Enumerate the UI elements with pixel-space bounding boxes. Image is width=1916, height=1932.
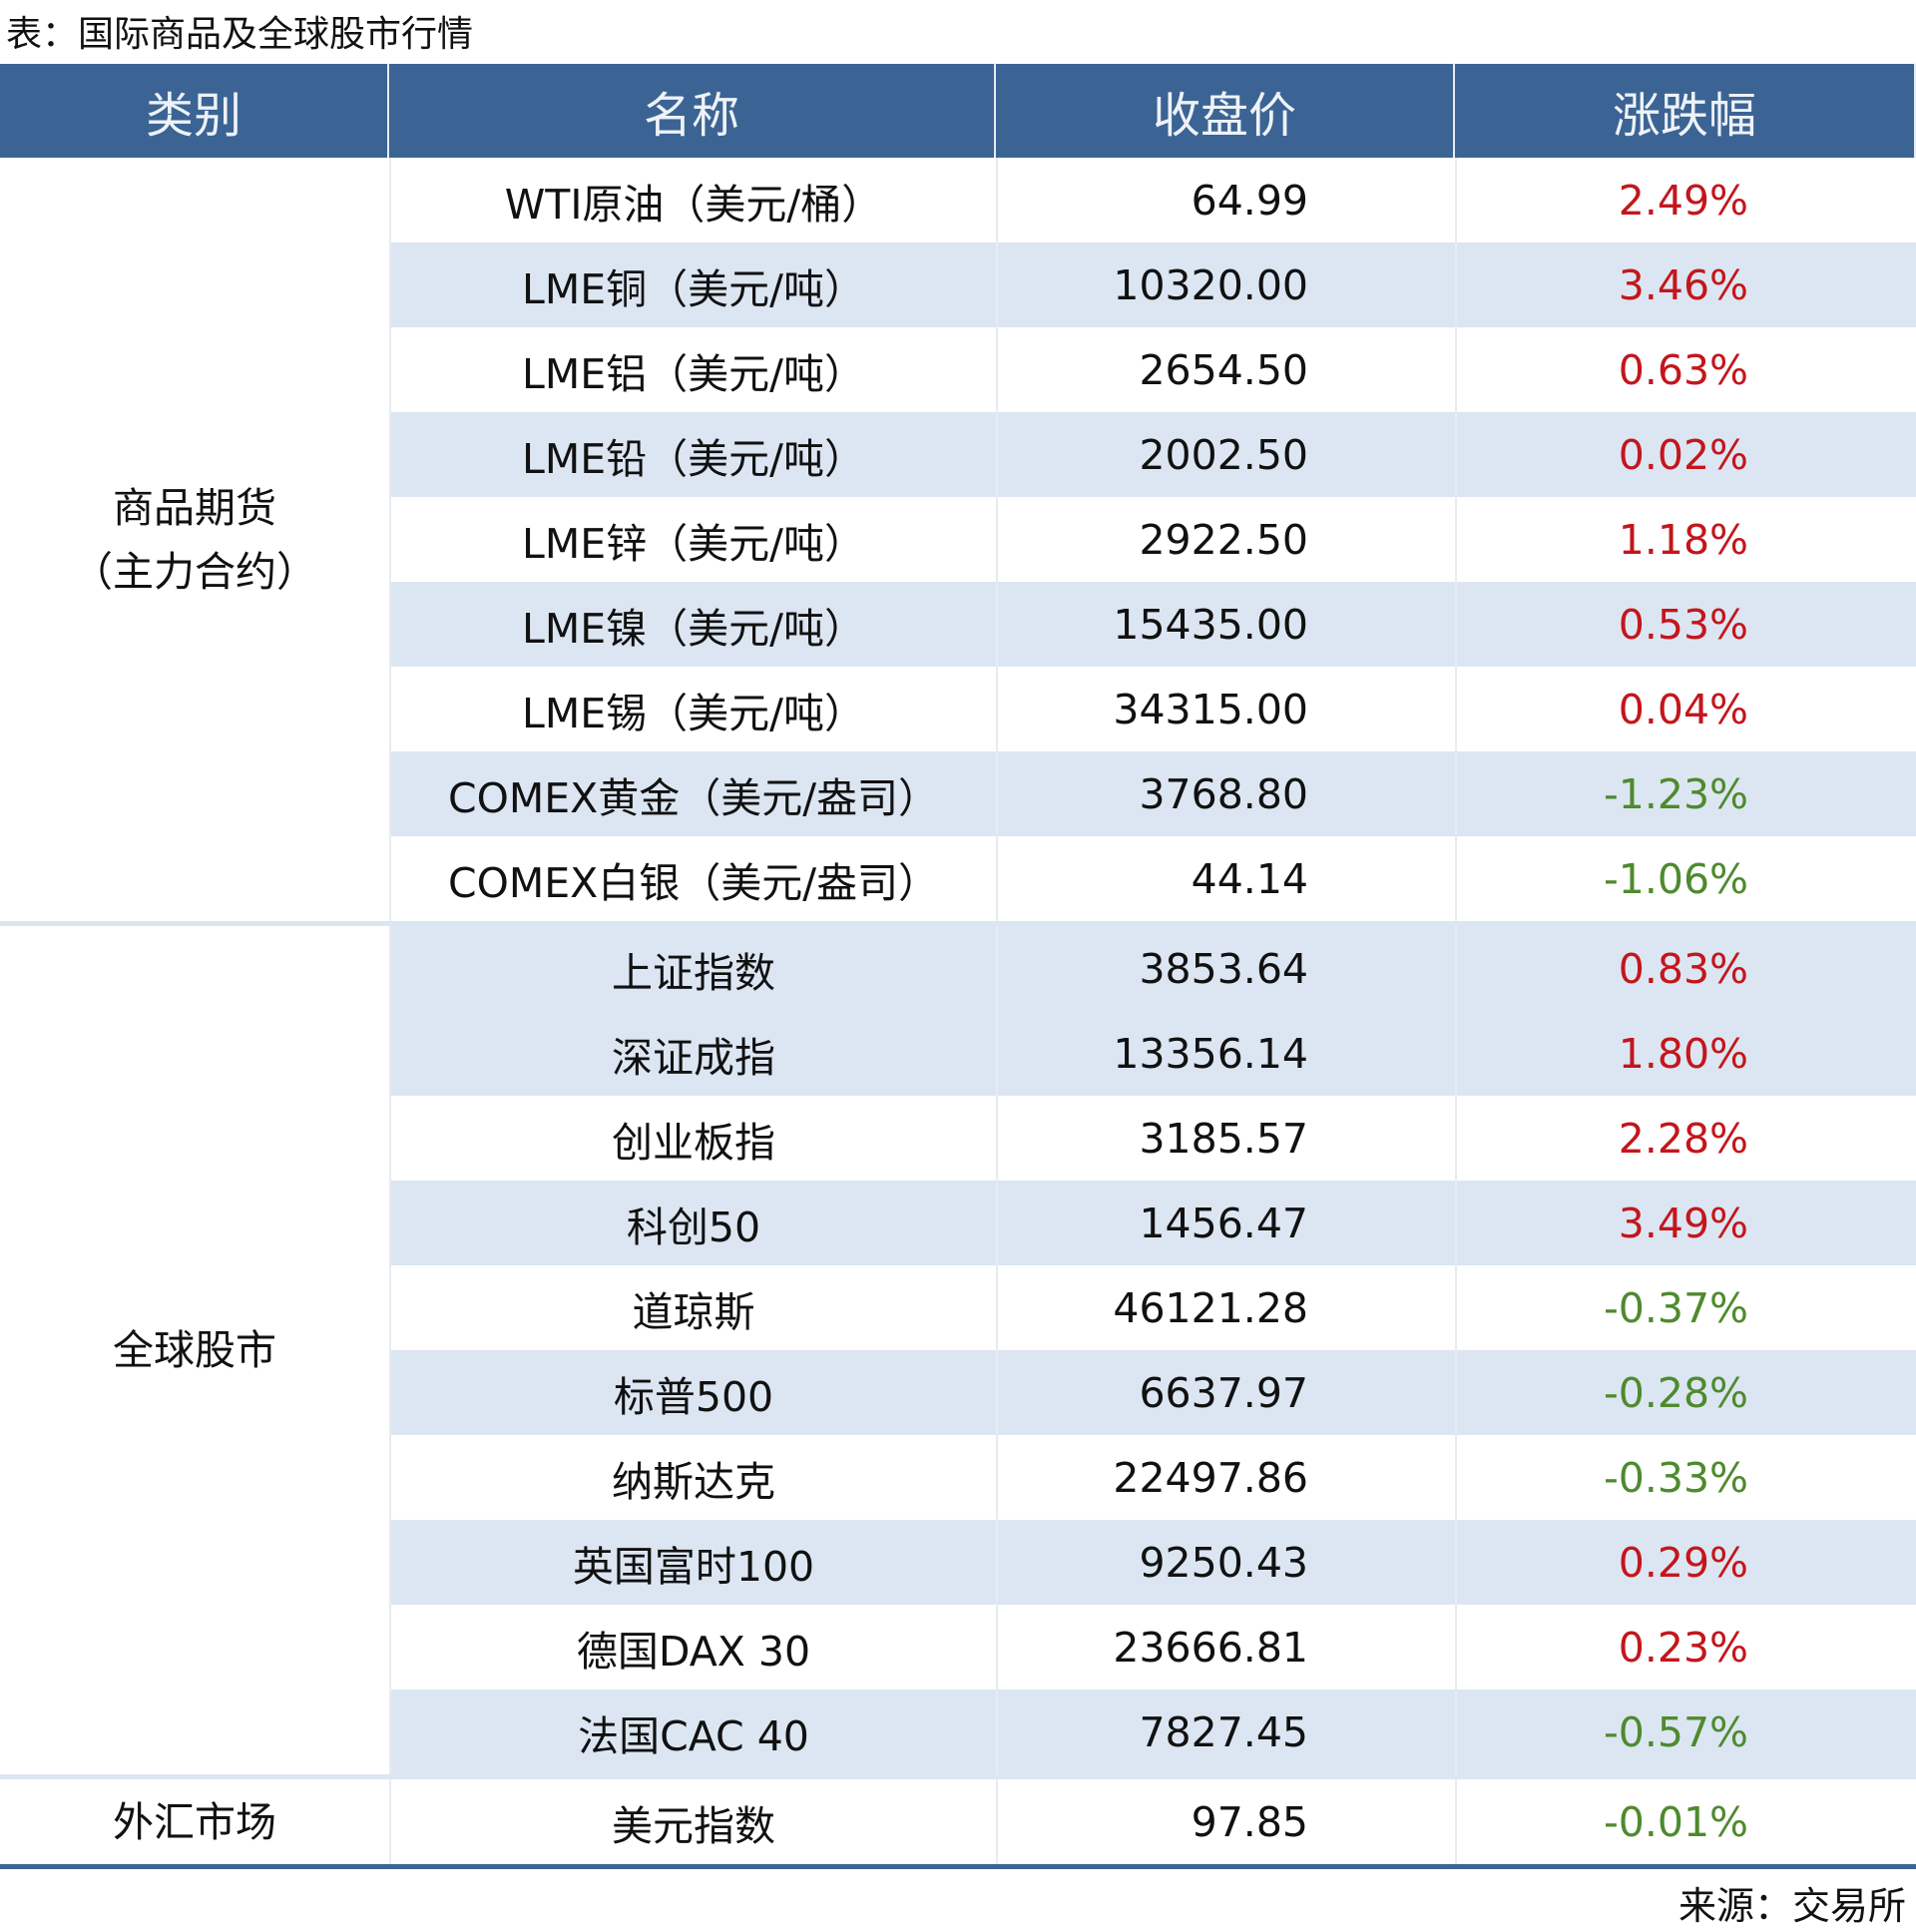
change-cell: -0.01%: [1455, 1779, 1916, 1864]
change-cell: 1.80%: [1455, 1011, 1916, 1096]
table-title: 表：国际商品及全球股市行情: [6, 14, 474, 55]
name-cell: 英国富时100: [389, 1520, 996, 1605]
row-bg: [389, 1435, 1916, 1520]
price-cell: 3768.80: [996, 751, 1455, 836]
change-cell: 1.18%: [1455, 497, 1916, 582]
category-line: 全球股市: [113, 1326, 276, 1374]
change-cell: 0.04%: [1455, 667, 1916, 751]
row-bg: [389, 667, 1916, 751]
price-cell: 2002.50: [996, 412, 1455, 497]
header-cell: 名称: [389, 64, 996, 158]
change-cell: -0.33%: [1455, 1435, 1916, 1520]
row-bg: [389, 412, 1916, 497]
change-cell: -0.37%: [1455, 1265, 1916, 1350]
row-bg: [389, 1181, 1916, 1265]
change-cell: 3.49%: [1455, 1181, 1916, 1265]
price-cell: 23666.81: [996, 1605, 1455, 1690]
name-cell: 美元指数: [389, 1779, 996, 1864]
price-cell: 97.85: [996, 1779, 1455, 1864]
row-bg: [389, 1011, 1916, 1096]
price-cell: 6637.97: [996, 1350, 1455, 1435]
change-cell: 0.63%: [1455, 327, 1916, 412]
name-cell: LME镍（美元/吨）: [389, 582, 996, 667]
price-cell: 1456.47: [996, 1181, 1455, 1265]
name-cell: 标普500: [389, 1350, 996, 1435]
row-bg: [389, 1520, 1916, 1605]
category-line: （主力合约）: [72, 547, 317, 596]
change-cell: 0.29%: [1455, 1520, 1916, 1605]
price-cell: 7827.45: [996, 1690, 1455, 1774]
row-bg: [389, 242, 1916, 327]
price-cell: 22497.86: [996, 1435, 1455, 1520]
name-cell: 创业板指: [389, 1096, 996, 1181]
row-bg: [389, 836, 1916, 921]
row-bg: [389, 1690, 1916, 1774]
name-cell: 德国DAX 30: [389, 1605, 996, 1690]
name-cell: LME铅（美元/吨）: [389, 412, 996, 497]
group-separator: [0, 921, 1916, 926]
row-bg: [389, 1605, 1916, 1690]
row-bg: [389, 158, 1916, 242]
price-cell: 44.14: [996, 836, 1455, 921]
price-cell: 3853.64: [996, 926, 1455, 1011]
category-cell: 外汇市场: [0, 1779, 389, 1864]
name-cell: 科创50: [389, 1181, 996, 1265]
change-cell: 0.23%: [1455, 1605, 1916, 1690]
group-separator: [0, 1774, 1916, 1779]
change-cell: 0.02%: [1455, 412, 1916, 497]
price-cell: 2922.50: [996, 497, 1455, 582]
row-bg: [389, 926, 1916, 1011]
name-cell: WTI原油（美元/桶）: [389, 158, 996, 242]
name-cell: 道琼斯: [389, 1265, 996, 1350]
price-cell: 10320.00: [996, 242, 1455, 327]
change-cell: 2.49%: [1455, 158, 1916, 242]
row-bg: [389, 1350, 1916, 1435]
row-bg: [389, 497, 1916, 582]
row-bg: [389, 327, 1916, 412]
name-cell: LME锡（美元/吨）: [389, 667, 996, 751]
price-cell: 2654.50: [996, 327, 1455, 412]
price-cell: 15435.00: [996, 582, 1455, 667]
row-bg: [389, 582, 1916, 667]
header-cell: 类别: [0, 64, 389, 158]
change-cell: -1.23%: [1455, 751, 1916, 836]
name-cell: LME铜（美元/吨）: [389, 242, 996, 327]
name-cell: 深证成指: [389, 1011, 996, 1096]
price-cell: 46121.28: [996, 1265, 1455, 1350]
change-cell: -0.28%: [1455, 1350, 1916, 1435]
name-cell: LME铝（美元/吨）: [389, 327, 996, 412]
name-cell: COMEX黄金（美元/盎司）: [389, 751, 996, 836]
header-cell: 收盘价: [996, 64, 1455, 158]
row-bg: [389, 751, 1916, 836]
source-note: 来源：交易所: [1677, 1883, 1906, 1928]
name-cell: 纳斯达克: [389, 1435, 996, 1520]
price-cell: 13356.14: [996, 1011, 1455, 1096]
row-bg: [389, 1096, 1916, 1181]
change-cell: 2.28%: [1455, 1096, 1916, 1181]
row-bg: [389, 1265, 1916, 1350]
change-cell: 0.83%: [1455, 926, 1916, 1011]
price-cell: 34315.00: [996, 667, 1455, 751]
category-line: 商品期货: [113, 483, 276, 532]
change-cell: 3.46%: [1455, 242, 1916, 327]
header-cell: 涨跌幅: [1455, 64, 1916, 158]
price-cell: 64.99: [996, 158, 1455, 242]
category-cell: 商品期货 （主力合约）: [0, 158, 389, 921]
change-cell: -1.06%: [1455, 836, 1916, 921]
row-bg: [389, 1779, 1916, 1864]
name-cell: 上证指数: [389, 926, 996, 1011]
name-cell: LME锌（美元/吨）: [389, 497, 996, 582]
name-cell: COMEX白银（美元/盎司）: [389, 836, 996, 921]
category-cell: 全球股市: [0, 926, 389, 1774]
category-line: 外汇市场: [113, 1797, 276, 1846]
price-cell: 9250.43: [996, 1520, 1455, 1605]
name-cell: 法国CAC 40: [389, 1690, 996, 1774]
price-cell: 3185.57: [996, 1096, 1455, 1181]
table-bottom-rule: [0, 1864, 1916, 1869]
change-cell: -0.57%: [1455, 1690, 1916, 1774]
change-cell: 0.53%: [1455, 582, 1916, 667]
